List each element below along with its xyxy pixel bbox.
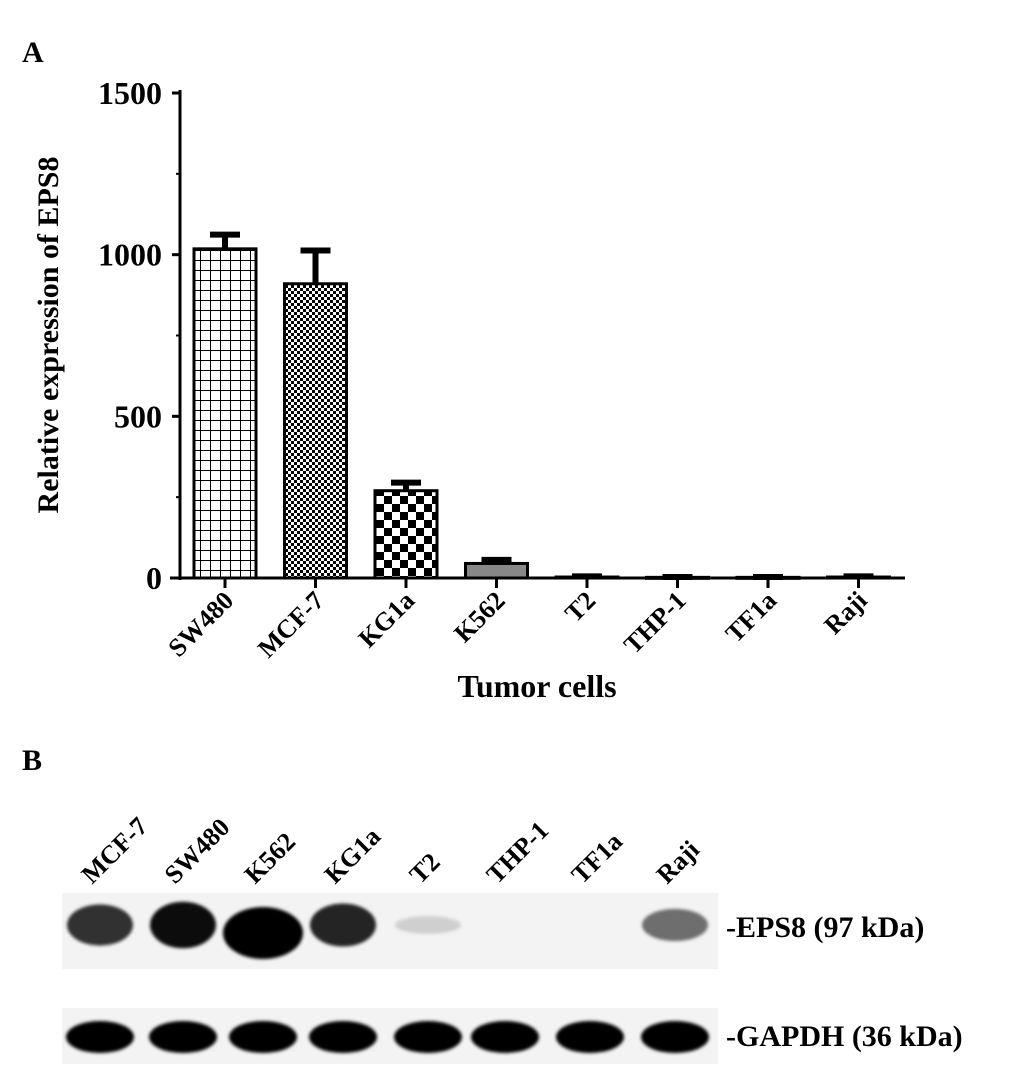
x-axis-label: Tumor cells [457, 668, 616, 704]
lane-label: SW480 [159, 813, 236, 890]
y-tick-label: 1000 [98, 237, 162, 273]
bar-chart: 0 500 1000 1500 SW480 MCF-7 KG1a K562 T2 THP-1 TF… [32, 75, 905, 704]
x-tick-label: SW480 [163, 586, 240, 663]
bar-mcf-7 [283, 282, 348, 580]
x-tick-label: KG1a [353, 586, 420, 653]
gapdh-band [471, 1021, 539, 1053]
gapdh-band [641, 1021, 709, 1053]
lane-label: KG1a [319, 822, 386, 889]
x-tick-label: Raji [819, 586, 873, 640]
bar-sw480 [192, 247, 258, 580]
bar-k562 [464, 561, 529, 580]
y-axis-label: Relative expression of EPS8 [32, 157, 65, 514]
lane-label: Raji [651, 835, 705, 889]
bar-raji [826, 575, 891, 580]
panel-a-label: A [22, 36, 44, 69]
bar-kg1a [373, 489, 439, 580]
eps8-band [67, 904, 133, 946]
x-tick-label: K562 [448, 586, 510, 648]
panel-b-label: B [22, 744, 42, 777]
lane-label: MCF-7 [76, 812, 154, 890]
gapdh-band [394, 1021, 462, 1053]
y-tick-label: 1500 [98, 75, 162, 111]
bar-t2 [554, 575, 620, 580]
eps8-band [642, 908, 708, 942]
eps8-row-label: -EPS8 (97 kDa) [726, 911, 924, 944]
x-tick-label: MCF-7 [252, 586, 330, 664]
lane-label: THP-1 [481, 816, 555, 890]
gapdh-row-label: -GAPDH (36 kDa) [726, 1020, 963, 1053]
eps8-band [395, 916, 461, 934]
western-blot: MCF-7 SW480 K562 KG1a T2 THP-1 TF1a Raji -EPS8 … [62, 812, 963, 1064]
gapdh-band [66, 1021, 134, 1053]
gapdh-band [229, 1021, 297, 1053]
eps8-band [223, 907, 303, 959]
gapdh-band [556, 1021, 624, 1053]
x-tick-label: THP-1 [618, 586, 692, 660]
y-tick-label: 0 [146, 560, 162, 596]
lane-label: TF1a [566, 827, 628, 889]
gapdh-band [149, 1021, 217, 1053]
eps8-band [310, 903, 376, 947]
eps8-band [150, 901, 216, 949]
y-tick-label: 500 [114, 398, 162, 434]
lane-label: T2 [404, 847, 446, 889]
gapdh-band [309, 1021, 377, 1053]
lane-label: K562 [239, 827, 301, 889]
x-tick-label: TF1a [720, 586, 782, 648]
x-tick-label: T2 [559, 586, 601, 628]
